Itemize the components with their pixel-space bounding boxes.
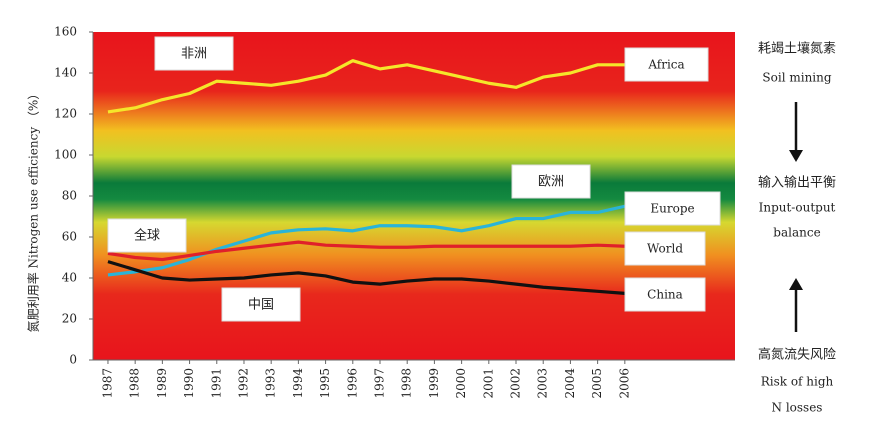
x-tick-label: 2003 [536,368,550,399]
x-tick-label: 1998 [400,368,414,399]
y-axis-title: 氮肥利用率 Nitrogen use efficiency （%） [26,88,41,333]
label-box [107,218,187,253]
series-label-zh: 欧洲 [538,175,564,190]
x-tick-label: 1989 [155,368,169,399]
x-tick-label: 2001 [481,368,495,399]
annotation: Risk of high [761,375,834,389]
annotation: Input-output [759,201,836,215]
x-tick-label: 2005 [590,368,604,399]
legend-label: China [647,288,683,302]
series-label-zh: 非洲 [181,47,207,62]
x-tick-label: 2006 [617,368,631,399]
y-tick-label: 20 [62,312,77,326]
label-box [511,164,591,199]
right-arrows [789,102,803,332]
y-tick-label: 40 [62,271,77,285]
legend-box [624,191,721,226]
series-label-zh: 全球 [134,228,160,244]
x-tick-label: 1992 [236,368,250,399]
x-tick-label: 1997 [372,368,386,399]
series-line [107,240,625,262]
x-tick-label: 1995 [318,368,332,399]
x-tick-label: 1993 [264,368,278,399]
x-tick-label: 2002 [509,368,523,399]
legend-box [624,47,709,82]
annotation: 高氮流失风险 [758,347,836,363]
annotation: 耗竭土壤氮素 [758,41,836,57]
label-box [154,36,234,71]
series-line [107,59,625,114]
x-tick-label: 1996 [345,368,359,399]
x-tick-label: 1994 [291,368,305,399]
y-tick-label: 120 [54,107,77,121]
x-tick-label: 1990 [182,368,196,399]
y-tick-label: 100 [54,148,77,162]
annotation: balance [773,226,820,240]
y-tick-label: 60 [62,230,77,244]
x-tick-label: 1999 [427,368,441,399]
annotation: 输入输出平衡 [758,175,836,191]
legend-box [624,277,706,312]
x-tick-label: 2004 [563,368,577,399]
annotation: Soil mining [762,71,831,85]
series-label-zh: 中国 [248,298,274,313]
series-line [107,260,625,295]
label-box [221,287,301,322]
y-tick-label: 160 [54,25,77,39]
legend-label: World [647,242,683,256]
x-tick-label: 1987 [100,368,114,399]
x-tick-label: 1991 [209,368,223,399]
x-tick-label: 1988 [128,368,142,399]
annotation: N losses [772,401,823,415]
series-line [107,204,626,277]
legend-label: Europe [650,202,694,216]
legend-label: Africa [647,58,684,72]
legend-box [624,231,706,266]
y-tick-label: 80 [62,189,77,203]
x-tick-label: 2000 [454,368,468,399]
y-tick-label: 0 [69,353,77,367]
y-tick-label: 140 [54,66,77,80]
